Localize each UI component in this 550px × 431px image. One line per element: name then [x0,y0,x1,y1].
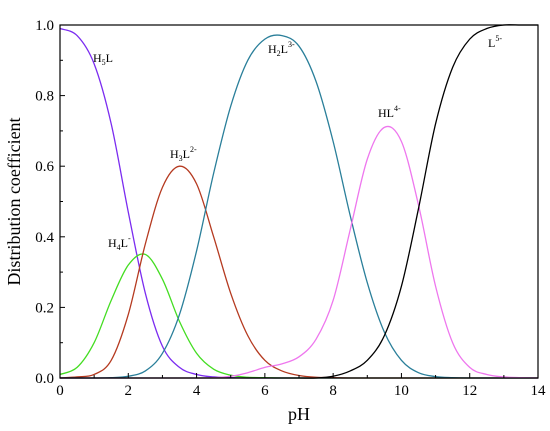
series-label-h3l2: H3L2- [170,145,197,163]
series-label-h4l: H4L- [108,234,131,252]
series-line-h4l [59,253,538,379]
series-label-l5: L5- [488,34,502,50]
series-line-h3l2 [59,165,538,379]
x-tick-label: 6 [261,383,269,399]
series-line-h2l3 [59,34,538,379]
x-tick-label: 12 [462,383,477,399]
plot-frame [59,24,539,379]
x-tick-label: 2 [125,383,133,399]
y-tick-label: 1.0 [35,18,54,34]
y-tick-label: 0.6 [35,159,54,175]
labels-layer: H5L H4L- H3L2- H2L3- HL4- L5- [93,34,502,252]
x-tick-label: 10 [394,383,409,399]
series-layer [59,24,539,379]
axes-layer: 0 2 4 6 8 10 12 14 0.0 0.2 0.4 0.6 0.8 1.0 [35,18,546,399]
x-tick-label: 0 [56,383,64,399]
y-tick-label: 0.8 [35,89,54,105]
series-line-hl4 [59,125,539,379]
y-tick-label: 0.0 [35,371,54,387]
series-label-h2l3: H2L3- [268,40,295,58]
y-tick-label: 0.2 [35,300,54,316]
series-label-hl4: HL4- [378,104,401,120]
x-tick-label: 8 [329,383,337,399]
series-line-l5 [59,24,538,379]
y-tick-label: 0.4 [35,230,54,246]
x-axis-title: pH [288,404,310,424]
x-tick-label: 14 [531,383,547,399]
series-label-h5l: H5L [93,51,113,67]
x-tick-label: 4 [193,383,201,399]
y-axis-title: Distribution coefficient [4,117,24,285]
series-line-h5l [59,27,538,379]
